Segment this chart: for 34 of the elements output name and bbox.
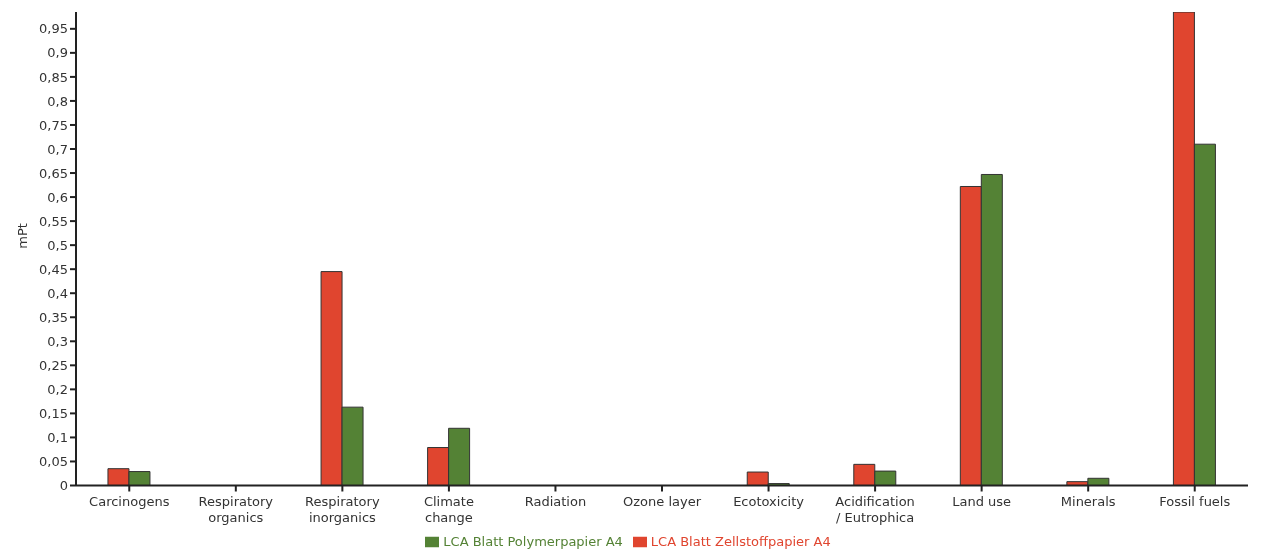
x-tick-label: Climate change xyxy=(423,493,474,525)
y-tick-label: 0,2 xyxy=(47,381,68,397)
y-tick-label: 0,5 xyxy=(47,237,68,253)
legend-label: LCA Blatt Polymerpapier A4 xyxy=(443,533,623,549)
y-tick-label: 0,75 xyxy=(39,117,68,133)
x-tick-label: Minerals xyxy=(1060,493,1116,509)
y-tick-label: 0,05 xyxy=(39,454,68,470)
y-tick-label: 0,9 xyxy=(47,45,68,61)
x-tick-label: Respiratory inorganics xyxy=(305,493,380,525)
y-tick-label: 0 xyxy=(59,478,68,494)
y-tick-label: 0,25 xyxy=(39,357,68,373)
x-tick-label: Fossil fuels xyxy=(1159,493,1231,509)
x-tick-label: Carcinogens xyxy=(89,493,170,509)
legend-label: LCA Blatt Zellstoffpapier A4 xyxy=(650,533,831,549)
y-tick-label: 0,35 xyxy=(39,309,68,325)
y-tick-label: 0,6 xyxy=(47,189,68,205)
y-axis-title: mPt xyxy=(14,223,30,249)
x-tick-label: Radiation xyxy=(524,493,587,509)
y-tick-label: 0,85 xyxy=(39,69,68,85)
y-tick-label: 0,3 xyxy=(47,333,68,349)
y-tick-label: 0,1 xyxy=(47,430,68,446)
x-tick-label: Acidification / Eutrophica xyxy=(835,493,915,525)
y-tick-label: 0,8 xyxy=(47,93,68,109)
y-tick-label: 0,95 xyxy=(39,21,68,37)
y-tick-label: 0,4 xyxy=(47,285,68,301)
x-tick-label: Land use xyxy=(952,493,1012,509)
x-tick-label: Ecotoxicity xyxy=(733,493,805,509)
y-tick-label: 0,65 xyxy=(39,165,68,181)
x-tick-label: Respiratory organics xyxy=(198,493,274,525)
y-tick-label: 0,45 xyxy=(39,261,68,277)
y-tick-label: 0,15 xyxy=(39,406,68,422)
y-tick-label: 0,7 xyxy=(47,141,68,157)
x-tick-label: Ozone layer xyxy=(623,493,702,509)
y-tick-label: 0,55 xyxy=(39,213,68,229)
